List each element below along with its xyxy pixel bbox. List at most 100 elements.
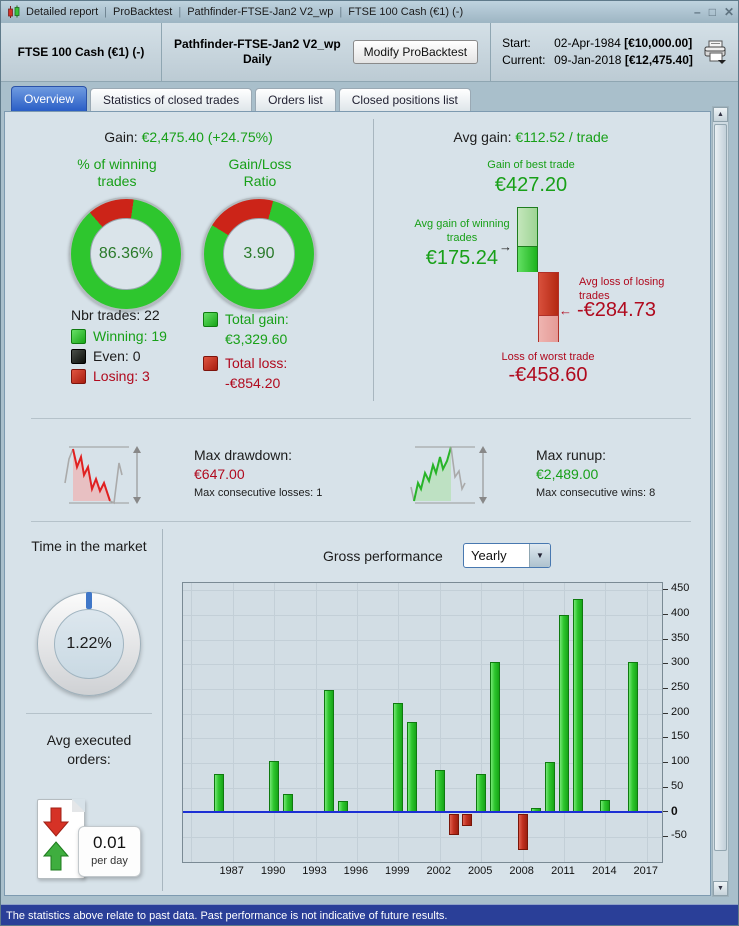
- best-trade-label: Gain of best trade: [487, 159, 575, 171]
- grid-line: [439, 583, 441, 862]
- grid-line: [183, 689, 662, 690]
- avg-orders-label: Avg executed orders:: [46, 732, 132, 767]
- runup-label: Max runup:: [536, 447, 607, 463]
- ratio-donut-title: Gain/Loss Ratio: [228, 156, 292, 189]
- y-tick-label: 450: [671, 582, 690, 595]
- gain-loss-ratio-donut-value: 3.90: [223, 218, 295, 290]
- avg-loss-label: Avg loss of losing trades: [579, 276, 665, 302]
- y-tick: [663, 638, 668, 640]
- print-icon[interactable]: [701, 39, 729, 65]
- legend-even: Even: 0: [71, 348, 140, 364]
- losing-swatch: [71, 368, 86, 384]
- avg-orders-badge: 0.01 per day: [78, 826, 141, 877]
- gain-loss-ratio-donut: 3.90: [202, 197, 316, 311]
- horizontal-divider: [26, 713, 152, 714]
- perf-bar-2010: [545, 761, 556, 813]
- scroll-down-button[interactable]: ▼: [713, 881, 728, 896]
- avg-loss-value: -€284.73: [577, 299, 656, 321]
- scrollbar-thumb[interactable]: [714, 124, 727, 851]
- title-separator: |: [178, 6, 182, 18]
- avg-win-value: €175.24: [425, 247, 498, 269]
- start-date: 02-Apr-1984: [554, 36, 621, 50]
- y-tick-label: 0: [671, 804, 678, 819]
- perf-bar-2016: [628, 661, 638, 813]
- x-tick-label: 2011: [551, 865, 575, 877]
- title-part-probacktest: ProBacktest: [113, 6, 173, 18]
- minimize-button[interactable]: –: [694, 5, 701, 19]
- winning-donut-title: % of winning trades: [77, 156, 157, 189]
- y-tick: [663, 786, 668, 788]
- drawdown-chart-icon: [61, 443, 145, 509]
- y-tick: [663, 835, 668, 837]
- runup-chart-icon: [407, 443, 491, 509]
- tab-overview[interactable]: Overview: [11, 86, 88, 111]
- grid-line: [522, 583, 524, 862]
- losing-trades-bar: [538, 272, 559, 342]
- grid-line: [646, 583, 648, 862]
- perf-bar-1994: [324, 690, 335, 813]
- legend-winning: Winning: 19: [71, 328, 167, 344]
- horizontal-divider: [31, 418, 691, 419]
- y-tick-label: 300: [671, 656, 690, 669]
- maximize-button[interactable]: □: [708, 5, 716, 19]
- title-part-system: Pathfinder-FTSE-Jan2 V2_wp: [187, 6, 334, 18]
- nbr-trades: Nbr trades: 22: [71, 307, 160, 323]
- grid-line: [183, 713, 662, 715]
- runup-sub: Max consecutive wins: 8: [536, 487, 656, 499]
- perf-bar-2012: [572, 599, 583, 813]
- legend-losing: Losing: 3: [71, 368, 150, 384]
- candlestick-icon: [7, 5, 21, 19]
- y-tick: [663, 811, 668, 813]
- grid-line: [183, 762, 662, 764]
- total-loss-value: -€854.20: [225, 375, 281, 391]
- gross-performance-plot: [182, 582, 663, 863]
- avg-loss-bar-segment: [539, 273, 558, 315]
- perf-bar-1991: [282, 794, 293, 813]
- perf-bar-2002: [434, 770, 445, 813]
- x-tick-label: 1996: [343, 865, 369, 877]
- chevron-down-icon[interactable]: ▼: [529, 544, 550, 567]
- perf-bar-2004: [462, 814, 473, 827]
- status-bar: The statistics above relate to past data…: [1, 904, 738, 925]
- vertical-scrollbar[interactable]: ▲ ▼: [712, 106, 729, 897]
- winning-count: Winning: 19: [93, 328, 167, 344]
- winning-trades-donut: 86.36%: [69, 197, 183, 311]
- tab-orders-list[interactable]: Orders list: [255, 88, 336, 111]
- winning-trades-donut-value: 86.36%: [90, 218, 162, 290]
- page-fold: [72, 799, 85, 812]
- start-value: [€10,000.00]: [624, 36, 693, 50]
- y-tick-label: 50: [671, 779, 684, 792]
- x-tick-label: 2002: [426, 865, 452, 877]
- avg-orders-unit: per day: [91, 855, 128, 867]
- total-loss-label: Total loss:: [225, 355, 288, 371]
- tab-statistics[interactable]: Statistics of closed trades: [90, 88, 253, 111]
- close-button[interactable]: ✕: [723, 5, 734, 19]
- current-date: 09-Jan-2018: [554, 53, 622, 67]
- grid-line: [605, 583, 607, 862]
- x-tick-label: 2005: [467, 865, 493, 877]
- period-dropdown[interactable]: Yearly ▼: [463, 543, 551, 568]
- avg-win-label: Avg gain of winning trades: [414, 218, 510, 244]
- gain-label: Gain:: [104, 129, 138, 145]
- x-tick-label: 1990: [260, 865, 286, 877]
- vertical-divider: [373, 119, 374, 401]
- perf-bar-2003: [448, 814, 459, 835]
- best-trade-value: €427.20: [494, 174, 568, 196]
- grid-line: [183, 738, 662, 740]
- x-tick-label: 2008: [509, 865, 534, 877]
- scroll-up-button[interactable]: ▲: [713, 107, 728, 122]
- grid-line: [183, 639, 662, 641]
- y-tick: [663, 712, 668, 714]
- horizontal-divider: [31, 521, 691, 522]
- grid-line: [274, 583, 276, 862]
- perf-bar-2000: [407, 722, 418, 813]
- tab-closed-positions[interactable]: Closed positions list: [338, 88, 471, 111]
- losing-count: Losing: 3: [93, 368, 150, 384]
- y-tick-label: -50: [671, 828, 687, 841]
- grid-line: [481, 583, 483, 862]
- title-bar: Detailed report | ProBacktest | Pathfind…: [1, 1, 738, 24]
- grid-line: [191, 583, 193, 862]
- y-tick-label: 250: [671, 681, 690, 693]
- modify-probacktest-button[interactable]: Modify ProBacktest: [352, 40, 479, 64]
